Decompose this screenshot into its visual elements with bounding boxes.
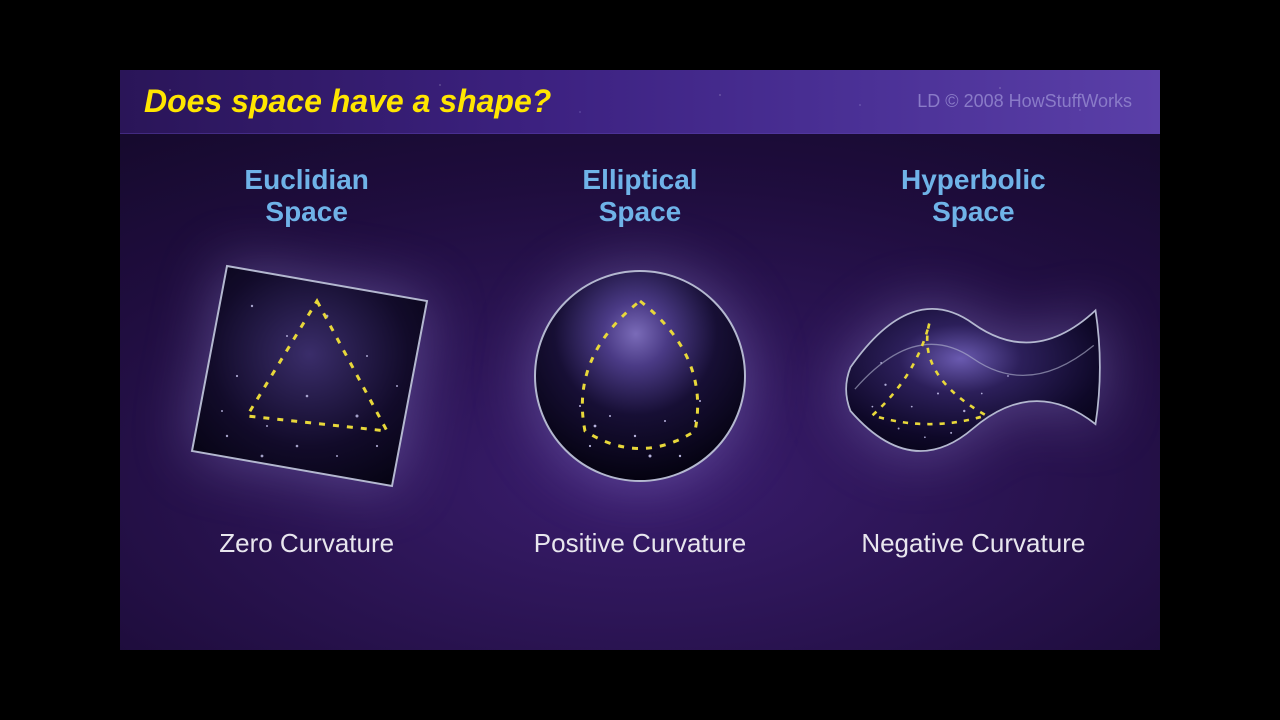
- panel-title-line: Hyperbolic: [901, 164, 1046, 195]
- panel-title-hyperbolic: Hyperbolic Space: [901, 164, 1046, 228]
- panel-euclidian: Euclidian Space: [140, 164, 473, 650]
- panel-title-line: Space: [599, 196, 682, 227]
- flat-plane-icon: [167, 246, 447, 506]
- panel-title-line: Elliptical: [582, 164, 697, 195]
- curvature-label: Positive Curvature: [534, 528, 746, 559]
- shape-euclidian: [167, 246, 447, 506]
- shape-elliptical: [500, 246, 780, 506]
- panel-title-elliptical: Elliptical Space: [582, 164, 697, 228]
- panel-hyperbolic: Hyperbolic Space: [807, 164, 1140, 650]
- panel-title-euclidian: Euclidian Space: [244, 164, 368, 228]
- curvature-label: Negative Curvature: [861, 528, 1085, 559]
- credit-text: LD © 2008 HowStuffWorks: [917, 91, 1132, 112]
- shape-hyperbolic: [833, 246, 1113, 506]
- curvature-label: Zero Curvature: [219, 528, 394, 559]
- panel-elliptical: Elliptical Space: [473, 164, 806, 650]
- header-bar: Does space have a shape? LD © 2008 HowSt…: [120, 70, 1160, 134]
- slide-title: Does space have a shape?: [144, 83, 551, 120]
- panel-title-line: Euclidian: [244, 164, 368, 195]
- panel-title-line: Space: [265, 196, 348, 227]
- sphere-icon: [500, 246, 780, 506]
- slide: Does space have a shape? LD © 2008 HowSt…: [120, 70, 1160, 650]
- saddle-icon: [833, 246, 1113, 506]
- panel-title-line: Space: [932, 196, 1015, 227]
- panels-row: Euclidian Space: [120, 134, 1160, 650]
